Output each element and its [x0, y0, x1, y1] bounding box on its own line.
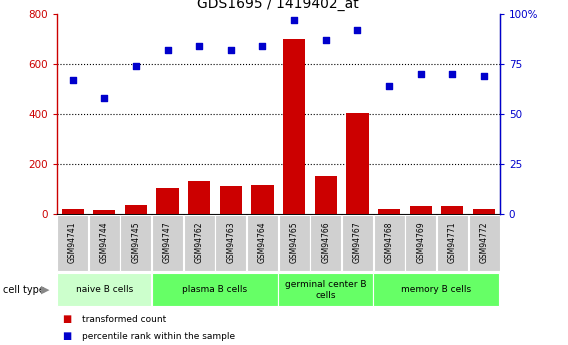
Bar	[152, 273, 278, 306]
Text: transformed count: transformed count	[82, 315, 166, 324]
Text: GSM94765: GSM94765	[290, 221, 299, 263]
Bar	[57, 273, 151, 306]
Point	[195, 43, 204, 49]
Point	[479, 73, 488, 79]
Bar	[346, 112, 369, 214]
Bar	[279, 215, 310, 272]
Bar	[61, 209, 83, 214]
Point	[416, 71, 425, 77]
Bar	[252, 185, 274, 214]
Point	[226, 47, 235, 52]
Text: ■: ■	[62, 314, 72, 324]
Text: ▶: ▶	[41, 285, 50, 295]
Bar	[473, 209, 495, 214]
Text: memory B cells: memory B cells	[402, 285, 471, 294]
Point	[290, 17, 299, 22]
Text: GSM94744: GSM94744	[100, 221, 108, 263]
Bar	[441, 206, 463, 214]
Text: GSM94763: GSM94763	[227, 221, 235, 263]
Bar	[93, 210, 115, 214]
Text: GSM94771: GSM94771	[448, 221, 457, 263]
Point	[321, 37, 331, 42]
Point	[385, 83, 394, 89]
Bar	[437, 215, 468, 272]
Bar	[247, 215, 278, 272]
Bar	[215, 215, 247, 272]
Text: GSM94762: GSM94762	[195, 221, 204, 263]
Text: germinal center B
cells: germinal center B cells	[285, 280, 366, 299]
Bar	[373, 273, 499, 306]
Bar	[469, 215, 499, 272]
Bar	[374, 215, 404, 272]
Bar	[156, 188, 178, 214]
Bar	[278, 273, 373, 306]
Bar	[152, 215, 183, 272]
Text: GSM94769: GSM94769	[416, 221, 425, 263]
Point	[100, 95, 109, 101]
Bar	[342, 215, 373, 272]
Point	[258, 43, 267, 49]
Bar	[188, 181, 210, 214]
Text: GSM94767: GSM94767	[353, 221, 362, 263]
Text: ■: ■	[62, 332, 72, 341]
Bar	[220, 186, 242, 214]
Bar	[378, 209, 400, 214]
Bar	[283, 39, 305, 214]
Bar	[125, 205, 147, 214]
Text: GSM94745: GSM94745	[131, 221, 140, 263]
Bar	[120, 215, 152, 272]
Title: GDS1695 / 1419402_at: GDS1695 / 1419402_at	[198, 0, 359, 11]
Point	[131, 63, 140, 69]
Bar	[89, 215, 120, 272]
Point	[163, 47, 172, 52]
Bar	[405, 215, 436, 272]
Text: cell type: cell type	[3, 285, 45, 295]
Bar	[315, 176, 337, 214]
Text: GSM94772: GSM94772	[479, 221, 488, 263]
Bar	[183, 215, 215, 272]
Text: GSM94768: GSM94768	[385, 221, 394, 263]
Text: GSM94764: GSM94764	[258, 221, 267, 263]
Text: GSM94741: GSM94741	[68, 221, 77, 263]
Point	[68, 77, 77, 82]
Text: percentile rank within the sample: percentile rank within the sample	[82, 332, 236, 341]
Bar	[410, 206, 432, 214]
Point	[448, 71, 457, 77]
Bar	[57, 215, 88, 272]
Text: GSM94747: GSM94747	[163, 221, 172, 263]
Text: naive B cells: naive B cells	[76, 285, 133, 294]
Text: plasma B cells: plasma B cells	[182, 285, 248, 294]
Point	[353, 27, 362, 32]
Text: GSM94766: GSM94766	[321, 221, 330, 263]
Bar	[310, 215, 341, 272]
